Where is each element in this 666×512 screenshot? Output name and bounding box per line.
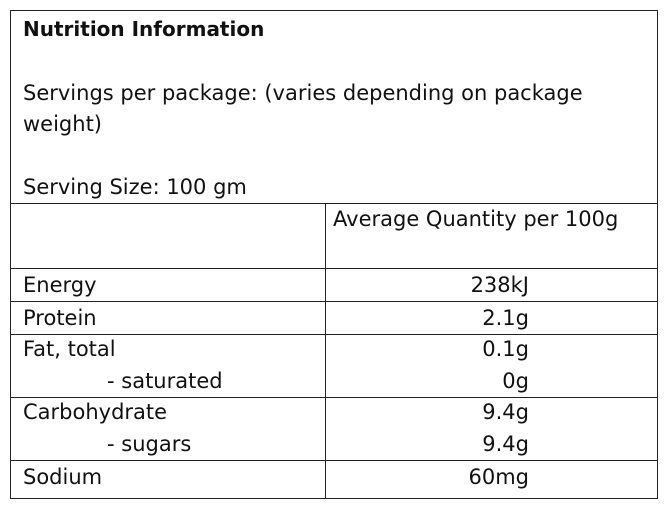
row-label: Protein bbox=[23, 306, 97, 330]
table-border bbox=[10, 10, 658, 499]
row-value: 60mg bbox=[468, 465, 529, 489]
column-header: Average Quantity per 100g bbox=[333, 207, 619, 231]
row-divider bbox=[10, 268, 658, 269]
servings: Servings per package: (varies depending … bbox=[23, 81, 583, 136]
row-label: Carbohydrate bbox=[23, 400, 168, 424]
row-divider bbox=[10, 301, 658, 302]
row-value: 0.1g bbox=[482, 337, 529, 361]
sub-label: - sugars bbox=[107, 432, 192, 456]
title: Nutrition Information bbox=[23, 17, 265, 41]
row-label: Fat, total bbox=[23, 337, 116, 361]
serving-size: Serving Size: 100 gm bbox=[23, 175, 247, 199]
row-value: 2.1g bbox=[482, 306, 529, 330]
row-value: 0g bbox=[502, 369, 529, 393]
row-value: 9.4g bbox=[482, 432, 529, 456]
column-divider bbox=[325, 203, 326, 498]
row-divider bbox=[10, 397, 658, 398]
row-label: Sodium bbox=[23, 465, 103, 489]
row-value: 238kJ bbox=[470, 273, 529, 297]
row-label: Energy bbox=[23, 273, 97, 297]
divider bbox=[10, 203, 658, 204]
row-divider bbox=[10, 460, 658, 461]
sub-label: - saturated bbox=[107, 369, 223, 393]
row-divider bbox=[10, 334, 658, 335]
row-value: 9.4g bbox=[482, 400, 529, 424]
